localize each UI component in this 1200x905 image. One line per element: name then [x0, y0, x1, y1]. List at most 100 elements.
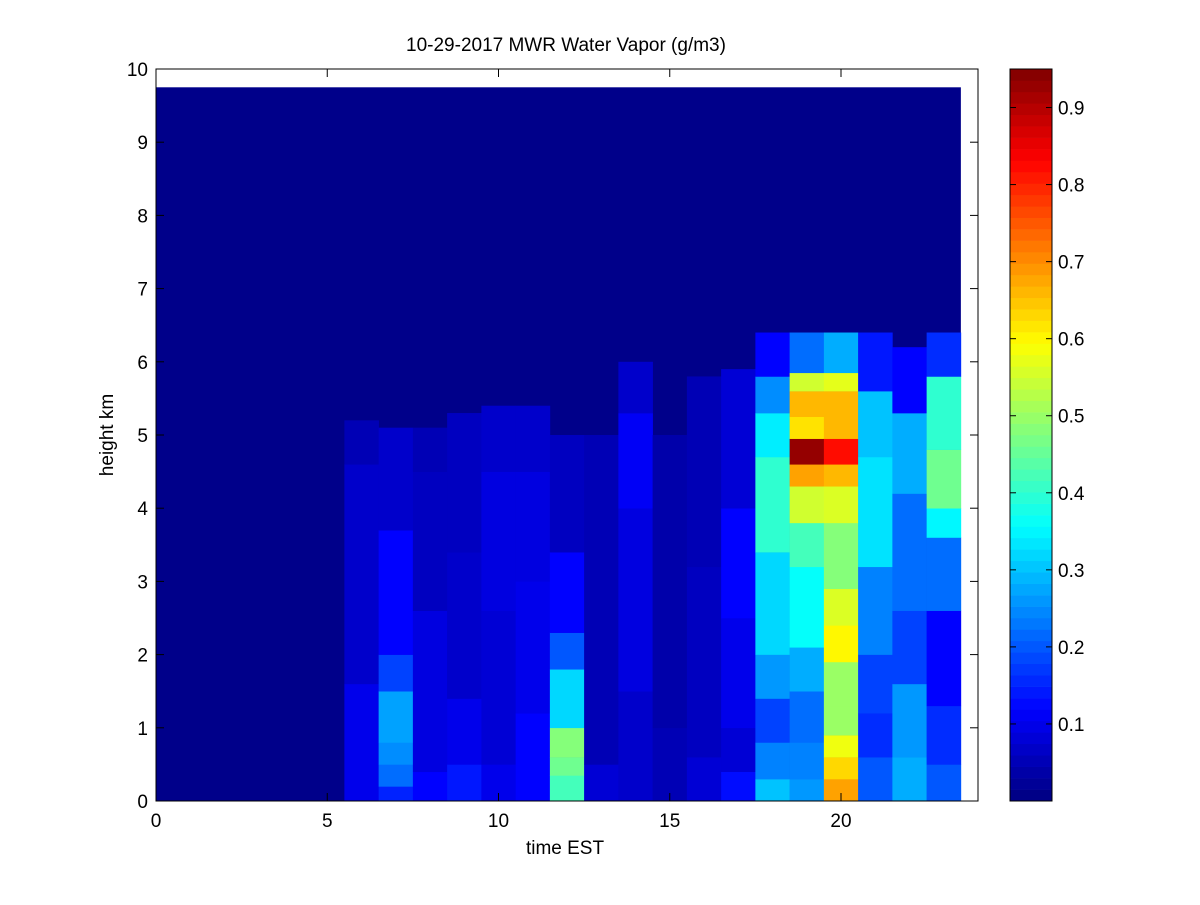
heatmap-cell — [755, 552, 790, 655]
heatmap-cell — [789, 391, 825, 417]
heatmap-cell — [755, 332, 790, 377]
colorbar-level — [1010, 492, 1052, 504]
colorbar-level — [1010, 160, 1052, 173]
heatmap-cell — [721, 369, 756, 509]
colorbar-level — [1010, 114, 1052, 127]
colorbar-tick-label: 0.1 — [1058, 715, 1084, 736]
heatmap-cell — [926, 449, 962, 509]
colorbar-level — [1010, 629, 1052, 642]
colorbar-level — [1010, 377, 1052, 390]
heatmap-cell — [618, 691, 653, 802]
heatmap-cell — [823, 588, 859, 626]
colorbar-level — [1010, 400, 1052, 413]
heatmap-cell — [344, 683, 379, 802]
heatmap-cell — [652, 727, 688, 802]
colorbar-level — [1010, 778, 1052, 790]
colorbar-level — [1010, 194, 1052, 207]
colorbar-level — [1010, 137, 1052, 150]
heatmap-cell — [549, 435, 585, 553]
heatmap-cell — [755, 456, 790, 553]
colorbar-level — [1010, 297, 1052, 310]
heatmap-cell — [344, 464, 379, 685]
heatmap-cell — [378, 742, 414, 765]
heatmap-cell — [892, 493, 927, 611]
colorbar-level — [1010, 389, 1052, 401]
heatmap-cell — [823, 438, 859, 465]
colorbar-level — [1010, 515, 1052, 527]
heatmap-cell — [447, 413, 482, 553]
heatmap-cells — [156, 87, 962, 802]
heatmap-cell — [549, 669, 585, 729]
heatmap-cell — [378, 530, 414, 655]
colorbar-tick-label: 0.6 — [1058, 330, 1084, 351]
heatmap-cell — [412, 610, 448, 773]
heatmap-cell — [823, 372, 859, 392]
colorbar-tick-label: 0.9 — [1058, 99, 1084, 120]
colorbar-level — [1010, 149, 1052, 161]
heatmap-cell — [755, 413, 790, 458]
colorbar-level — [1010, 435, 1052, 447]
y-tick-label: 2 — [137, 646, 148, 667]
heatmap-cell — [823, 705, 859, 736]
heatmap-cell — [789, 372, 825, 392]
heatmap-cell — [858, 566, 893, 655]
heatmap-cell — [721, 771, 756, 802]
heatmap-cell — [823, 661, 859, 707]
colorbar-level — [1010, 217, 1052, 230]
heatmap-cell — [447, 698, 482, 765]
colorbar-level — [1010, 343, 1052, 356]
colorbar-level — [1010, 537, 1052, 550]
heatmap-cell — [823, 779, 859, 802]
heatmap-cell — [823, 391, 859, 439]
colorbar-level — [1010, 469, 1052, 482]
colorbar-tick-label: 0.4 — [1058, 484, 1085, 505]
colorbar-level — [1010, 240, 1052, 253]
heatmap-cell — [721, 727, 756, 773]
heatmap-cell — [892, 757, 927, 802]
heatmap-cell — [789, 486, 825, 524]
y-tick-label: 3 — [137, 572, 148, 593]
heatmap-cell — [549, 632, 585, 670]
colorbar-level — [1010, 446, 1052, 459]
y-axis-ticks: 0 1 2 3 4 5 6 7 8 9 10 — [127, 60, 978, 813]
heatmap-cell — [789, 522, 825, 568]
heatmap-cell — [549, 552, 585, 633]
heatmap-cell — [926, 376, 962, 450]
colorbar-level — [1010, 709, 1052, 722]
heatmap-cell — [378, 764, 414, 787]
colorbar-frame — [1009, 68, 1053, 802]
colorbar-level — [1010, 480, 1052, 493]
x-tick-label: 10 — [488, 811, 509, 832]
heatmap-cell — [447, 552, 482, 699]
heatmap-cell — [481, 471, 516, 611]
chart-title: 10-29-2017 MWR Water Vapor (g/m3) — [406, 35, 726, 56]
x-tick-label: 20 — [830, 811, 851, 832]
heatmap-cell — [789, 647, 825, 692]
colorbar-level — [1010, 126, 1052, 138]
y-tick-label: 10 — [127, 60, 148, 81]
colorbar-level — [1010, 549, 1052, 562]
colorbar-level — [1010, 320, 1052, 333]
colorbar-tick-label: 0.8 — [1058, 176, 1084, 197]
y-axis-label: height km — [97, 394, 118, 476]
heatmap-cell — [378, 691, 414, 743]
colorbar-level — [1010, 103, 1052, 116]
heatmap-cell — [823, 332, 859, 374]
colorbar-level — [1010, 286, 1052, 299]
heatmap-cell — [789, 438, 825, 465]
heatmap-cell — [584, 764, 619, 802]
colorbar-level — [1010, 69, 1052, 81]
colorbar-level — [1010, 183, 1052, 196]
y-tick-label: 6 — [137, 353, 148, 374]
y-tick-label: 0 — [137, 792, 148, 813]
colorbar-level — [1010, 640, 1052, 653]
colorbar-level — [1010, 663, 1052, 676]
heatmap-cell — [584, 435, 619, 765]
colorbar-level — [1010, 80, 1052, 93]
heatmap-cell — [926, 332, 962, 377]
colorbar: 0.1 0.2 0.3 0.4 0.5 0.6 0.7 0.8 0.9 — [1009, 68, 1085, 802]
colorbar-level — [1010, 366, 1052, 379]
colorbar-level — [1010, 789, 1052, 802]
heatmap-cell — [378, 786, 414, 802]
heatmap-cell — [618, 361, 653, 414]
